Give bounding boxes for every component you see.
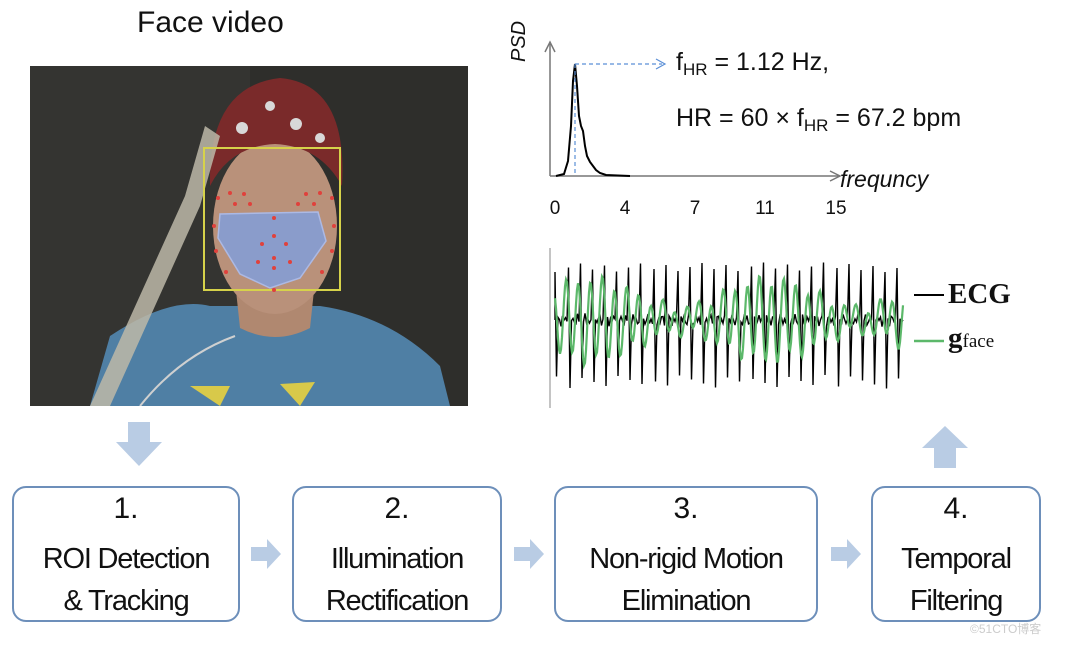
psd-tick-11: 11: [755, 198, 775, 219]
psd-curve: [555, 63, 631, 177]
psd-x-axis-arrowhead: [829, 170, 842, 182]
psd-xlabel: frequncy: [840, 166, 929, 192]
face-video-title: Face video: [137, 6, 284, 39]
step-number: 2.: [384, 492, 410, 525]
psd-plot: [544, 40, 842, 182]
psd-tick-4: 4: [619, 198, 631, 219]
hr-equation: HR = 60 × fHR = 67.2 bpm: [676, 104, 962, 135]
legend-swatches: [914, 294, 944, 343]
watermark: ©51CTO博客: [970, 622, 1042, 636]
legend-gface-label: gface: [948, 322, 995, 354]
psd-tick-15: 15: [825, 198, 847, 219]
step-number: 3.: [673, 492, 699, 525]
step-number: 1.: [113, 492, 139, 525]
step-label: Temporal Filtering: [901, 543, 1012, 617]
right-arrow-icon: [251, 539, 281, 569]
fhr-equation: fHR = 1.12 Hz,: [676, 48, 830, 79]
face-video-frame: [30, 66, 468, 406]
step-non-rigid-motion-elimination: 3. Non-rigid Motion Elimination: [554, 486, 818, 622]
gface-trace: [553, 272, 905, 370]
down-arrow-icon: [116, 422, 162, 466]
step-temporal-filtering: 4. Temporal Filtering: [871, 486, 1041, 622]
face-video-image: [30, 66, 468, 406]
gface-signal: [553, 272, 905, 370]
psd-ylabel: PSD: [508, 20, 530, 62]
peak-arrow-head: [655, 58, 667, 70]
step-illumination-rectification: 2. Illumination Rectification: [292, 486, 502, 622]
psd-y-axis-arrowhead: [544, 40, 556, 53]
psd-tick-7: 7: [689, 198, 701, 219]
right-arrow-icon: [514, 539, 544, 569]
psd-tick-0: 0: [549, 198, 561, 219]
step-label: Non-rigid Motion Elimination: [589, 543, 784, 617]
right-arrow-icon: [831, 539, 861, 569]
step-number: 4.: [943, 492, 969, 525]
up-arrow-icon: [922, 426, 968, 468]
step-label: ROI Detection & Tracking: [42, 543, 211, 617]
signal-plot: [549, 248, 905, 408]
step-roi-detection: 1. ROI Detection & Tracking: [12, 486, 240, 622]
legend-ecg-label: ECG: [948, 278, 1011, 310]
step-label: Illumination Rectification: [325, 543, 470, 617]
